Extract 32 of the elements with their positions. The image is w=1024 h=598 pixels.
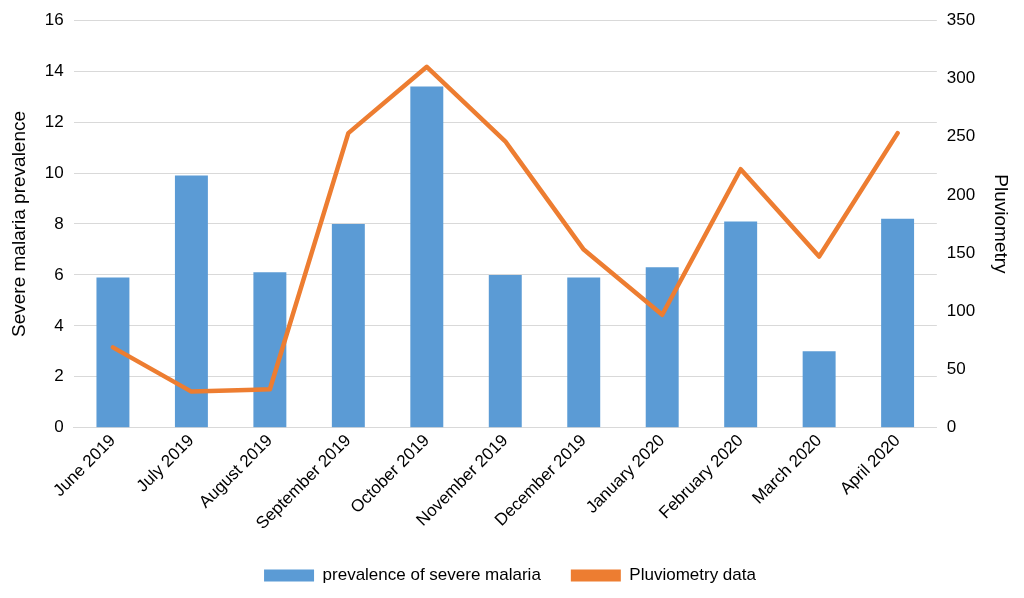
y2-tick-label: 350 (946, 9, 976, 29)
bar (410, 86, 444, 428)
y-axis-title: Severe malaria prevalence (7, 110, 29, 337)
y-tick-label: 0 (54, 417, 64, 437)
bar (881, 218, 915, 428)
y2-tick-label: 100 (946, 300, 976, 320)
y2-tick-label: 50 (946, 359, 966, 379)
y2-tick-label: 0 (946, 417, 957, 437)
y2-axis-title: Pluviometry (991, 174, 1013, 275)
bar (331, 223, 365, 428)
bar (96, 277, 130, 428)
y-tick-label: 2 (54, 366, 64, 386)
y-tick-label: 16 (44, 9, 64, 29)
y-tick-label: 8 (54, 213, 64, 233)
y2-tick-label: 300 (946, 68, 976, 88)
bar (253, 272, 287, 428)
bar (802, 351, 836, 428)
y2-tick-label: 250 (946, 126, 976, 146)
legend-label: prevalence of severe malaria (322, 565, 542, 585)
bar (645, 267, 679, 428)
bar (174, 175, 208, 428)
y-tick-label: 6 (54, 264, 64, 284)
bar (488, 274, 522, 428)
y-tick-label: 14 (44, 60, 64, 80)
y2-tick-label: 150 (946, 242, 976, 262)
legend-label: Pluviometry data (629, 565, 757, 585)
bar (567, 277, 601, 428)
y-tick-label: 10 (44, 162, 64, 182)
bar (724, 221, 758, 428)
y2-tick-label: 200 (946, 184, 976, 204)
y-tick-label: 4 (54, 315, 64, 335)
y-tick-label: 12 (44, 111, 64, 131)
